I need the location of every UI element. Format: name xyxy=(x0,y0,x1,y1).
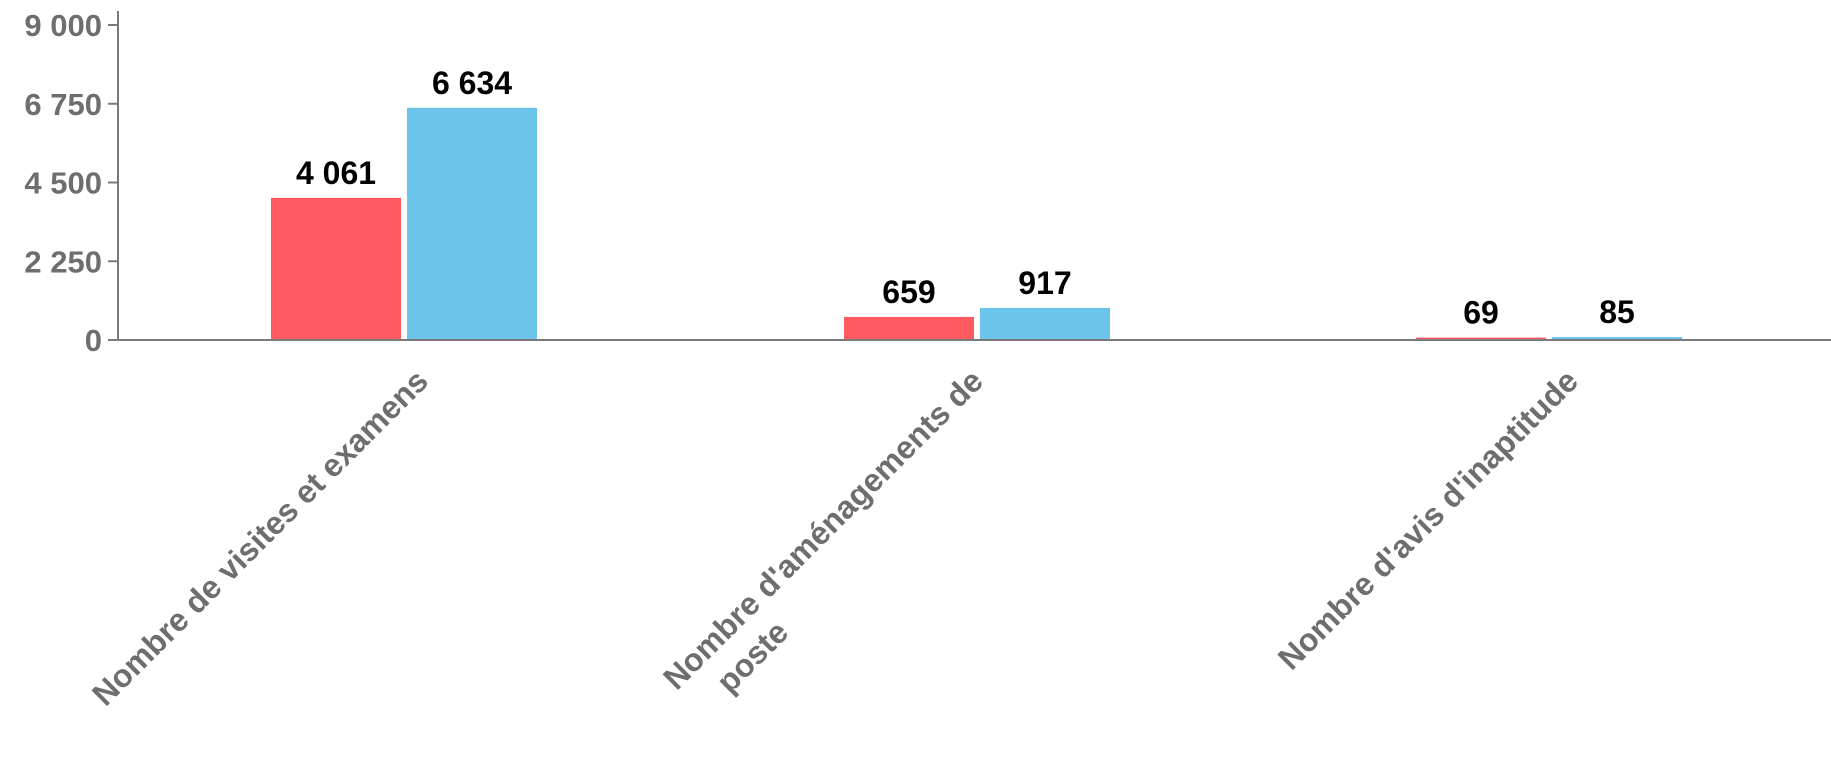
category-label-1: Nombre de visites et examens xyxy=(85,362,435,712)
bar-series2-3 xyxy=(1552,337,1682,340)
y-tick-label: 4 500 xyxy=(24,166,102,201)
category-label-line: Nombre d'aménagements de xyxy=(656,362,990,696)
data-label-series2-3: 85 xyxy=(1599,294,1635,330)
data-label-series2-2: 917 xyxy=(1018,265,1071,301)
data-label-series2-1: 6 634 xyxy=(432,65,512,101)
bar-series1-3 xyxy=(1416,337,1546,340)
bars-layer xyxy=(271,107,1682,340)
bar-series1-2 xyxy=(844,316,974,340)
category-label-line: Nombre d'avis d'inaptitude xyxy=(1271,362,1585,676)
category-label-line: Nombre de visites et examens xyxy=(85,362,435,712)
data-label-series1-1: 4 061 xyxy=(296,155,376,191)
bar-series2-1 xyxy=(407,107,537,340)
data-label-series1-3: 69 xyxy=(1463,295,1499,331)
y-tick-label: 9 000 xyxy=(24,8,102,43)
y-tick-label: 6 750 xyxy=(24,87,102,122)
bar-series2-2 xyxy=(980,307,1110,340)
data-labels-layer: 4 061 659 69 6 634 917 85 xyxy=(296,65,1635,331)
y-tick-label: 0 xyxy=(85,323,102,358)
bar-series1-1 xyxy=(271,197,401,340)
y-axis-ticks: 0 2 250 4 500 6 750 9 000 xyxy=(24,8,118,358)
category-labels-layer: Nombre de visites et examens Nombre d'amé… xyxy=(85,362,1585,712)
data-label-series1-2: 659 xyxy=(882,274,935,310)
category-label-3: Nombre d'avis d'inaptitude xyxy=(1271,362,1585,676)
y-tick-label: 2 250 xyxy=(24,244,102,279)
